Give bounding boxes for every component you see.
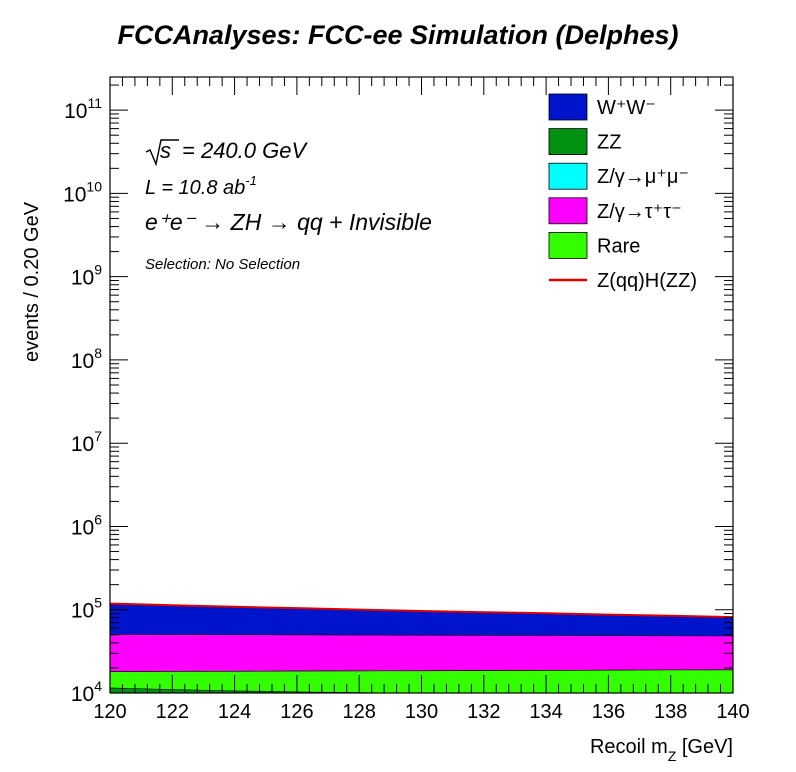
legend-swatch-rare	[548, 231, 588, 259]
sqrt-s-value: = 240.0 GeV	[182, 138, 308, 163]
y-tick-label: 108	[71, 345, 102, 373]
signal-layer	[110, 602, 733, 619]
sqrt-s-annotation: s = 240.0 GeV	[145, 138, 308, 167]
legend-swatch-zz	[548, 128, 588, 156]
y-tick-label: 105	[71, 595, 102, 623]
process-label: e⁺e⁻ → ZH → qq + Invisible	[145, 209, 432, 235]
selection-label: Selection: No Selection	[145, 256, 300, 273]
legend-swatch-ww	[548, 93, 588, 121]
legend: W⁺W⁻ ZZ Z/γ→μ⁺μ⁻ Z/γ→τ⁺τ⁻ Rare Z(qq)H(ZZ)	[548, 93, 697, 292]
y-tick-label: 107	[71, 428, 102, 456]
x-tick-label: 132	[467, 701, 500, 723]
legend-swatch-zmumu	[548, 162, 588, 190]
y-tick-label: 104	[71, 678, 102, 706]
legend-label: ZZ	[597, 132, 621, 154]
x-tick-label: 130	[405, 701, 438, 723]
legend-swatch-ztautau	[548, 197, 588, 225]
sqrt-symbol	[145, 139, 179, 167]
legend-label: W⁺W⁻	[597, 97, 656, 119]
x-axis-label: Recoil mZ [GeV]	[590, 736, 733, 764]
x-tick-label: 122	[156, 701, 189, 723]
y-tick-label: 1011	[64, 95, 102, 123]
signal-line	[110, 602, 733, 619]
legend-label: Z/γ→μ⁺μ⁻	[597, 166, 689, 188]
y-tick-label: 1010	[63, 178, 102, 206]
sqrt-s-label: s	[160, 138, 171, 163]
legend-label: Z/γ→τ⁺τ⁻	[597, 201, 682, 223]
y-tick-label: 106	[71, 511, 102, 539]
page-title: FCCAnalyses: FCC-ee Simulation (Delphes)	[117, 20, 679, 50]
luminosity-label: L = 10.8 ab-1	[145, 173, 257, 199]
legend-label: Rare	[597, 235, 640, 257]
x-tick-label: 126	[280, 701, 313, 723]
area-zz	[110, 687, 733, 693]
x-axis: 120 122 124 126 128 130 132 134 136 138 140	[93, 77, 750, 723]
x-tick-label: 138	[654, 701, 687, 723]
y-axis-label: events / 0.20 GeV	[21, 201, 43, 362]
x-tick-label: 128	[343, 701, 376, 723]
legend-label: Z(qq)H(ZZ)	[597, 270, 697, 292]
x-tick-label: 140	[716, 701, 749, 723]
x-tick-label: 120	[93, 701, 126, 723]
y-tick-label: 109	[71, 262, 102, 290]
x-tick-label: 134	[529, 701, 562, 723]
x-tick-label: 124	[218, 701, 251, 723]
annotations: s = 240.0 GeV L = 10.8 ab-1 e⁺e⁻ → ZH → …	[145, 138, 432, 273]
x-tick-label: 136	[592, 701, 625, 723]
y-axis: 104 105 106 107 108 109 1010 1011	[63, 84, 733, 706]
